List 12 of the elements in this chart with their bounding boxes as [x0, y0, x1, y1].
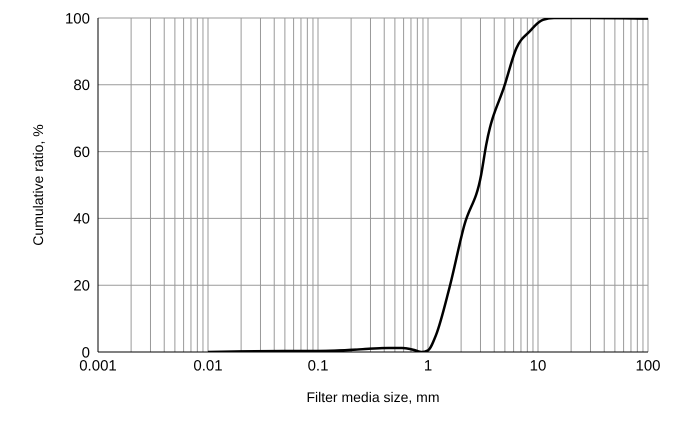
x-tick-label: 0.1	[308, 358, 328, 375]
y-tick-label: 20	[73, 278, 90, 295]
x-tick-label: 1	[424, 358, 432, 375]
y-axis-title: Cumulative ratio, %	[30, 124, 46, 246]
x-axis-title: Filter media size, mm	[306, 389, 440, 405]
y-tick-label: 80	[73, 77, 90, 94]
y-tick-label: 60	[73, 144, 90, 161]
x-tick-label: 10	[530, 358, 546, 375]
y-tick-label: 100	[64, 10, 90, 28]
x-tick-label: 0.01	[193, 358, 223, 375]
y-tick-label: 40	[73, 210, 90, 228]
x-tick-label: 100	[635, 358, 661, 375]
